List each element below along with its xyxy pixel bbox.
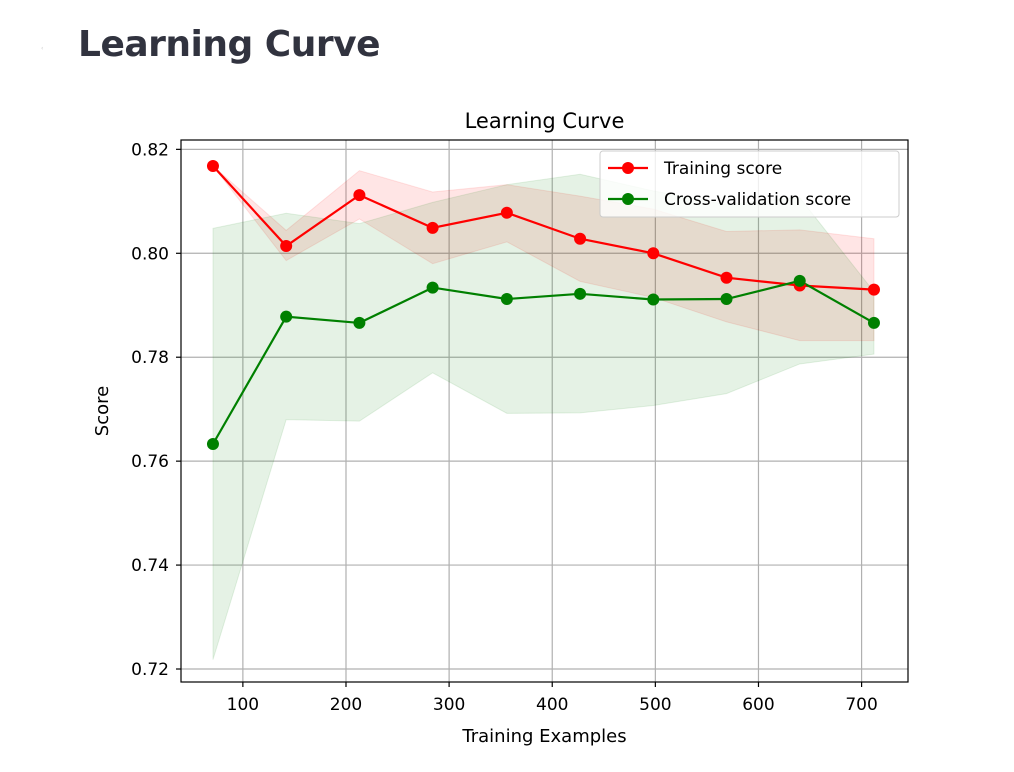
data-point-2 <box>280 310 293 323</box>
x-tick-label: 400 <box>536 695 568 715</box>
x-tick-label: 100 <box>227 695 259 715</box>
data-point-1 <box>867 283 880 296</box>
data-point-1 <box>720 271 733 284</box>
x-tick-label: 200 <box>330 695 362 715</box>
x-tick-label: 500 <box>639 695 671 715</box>
data-point-1 <box>206 159 219 172</box>
data-point-1 <box>500 206 513 219</box>
series-line-2 <box>212 279 875 445</box>
y-tick-label: 0.80 <box>131 244 169 264</box>
data-point-2 <box>793 274 806 287</box>
y-tick-label: 0.74 <box>131 556 169 576</box>
plot-area-frame <box>180 139 909 683</box>
y-tick-label: 0.78 <box>131 348 169 368</box>
data-point-2 <box>647 293 660 306</box>
series-lines <box>212 165 875 445</box>
confidence-band-2 <box>212 173 875 660</box>
data-point-2 <box>720 293 733 306</box>
page-title: Learning Curve <box>78 24 381 65</box>
data-point-2 <box>426 281 439 294</box>
series-markers <box>206 159 880 450</box>
chart-title: Learning Curve <box>465 109 625 133</box>
data-point-2 <box>353 316 366 329</box>
data-point-1 <box>647 247 660 260</box>
grid-lines <box>181 140 908 682</box>
legend-label: Cross-validation score <box>664 190 851 210</box>
data-point-2 <box>500 293 513 306</box>
data-point-2 <box>867 316 880 329</box>
confidence-bands <box>212 165 875 660</box>
data-point-1 <box>353 189 366 202</box>
y-axis-label: Score <box>92 386 113 436</box>
y-tick-label: 0.72 <box>131 660 169 680</box>
x-axis-label: Training Examples <box>461 726 626 747</box>
legend-box <box>599 150 900 218</box>
data-point-1 <box>426 221 439 234</box>
heading-anchor-icon[interactable]: ‹ <box>41 45 44 52</box>
data-point-2 <box>574 287 587 300</box>
axis-ticks: 100 200 300 400 500 600 700 0.72 0.74 0.76 0.78 0.8… <box>131 140 878 715</box>
data-point-1 <box>280 240 293 253</box>
chart-legend: Training score Cross-validation score <box>599 150 900 218</box>
series-line-1 <box>212 165 875 291</box>
legend-label: Training score <box>663 159 782 179</box>
x-tick-label: 600 <box>742 695 774 715</box>
legend-marker <box>622 193 634 205</box>
legend-marker <box>622 162 634 174</box>
y-tick-label: 0.76 <box>131 452 169 472</box>
y-tick-label: 0.82 <box>131 140 169 160</box>
x-tick-label: 700 <box>845 695 877 715</box>
x-tick-label: 300 <box>433 695 465 715</box>
data-point-1 <box>574 232 587 245</box>
data-point-2 <box>206 437 219 450</box>
